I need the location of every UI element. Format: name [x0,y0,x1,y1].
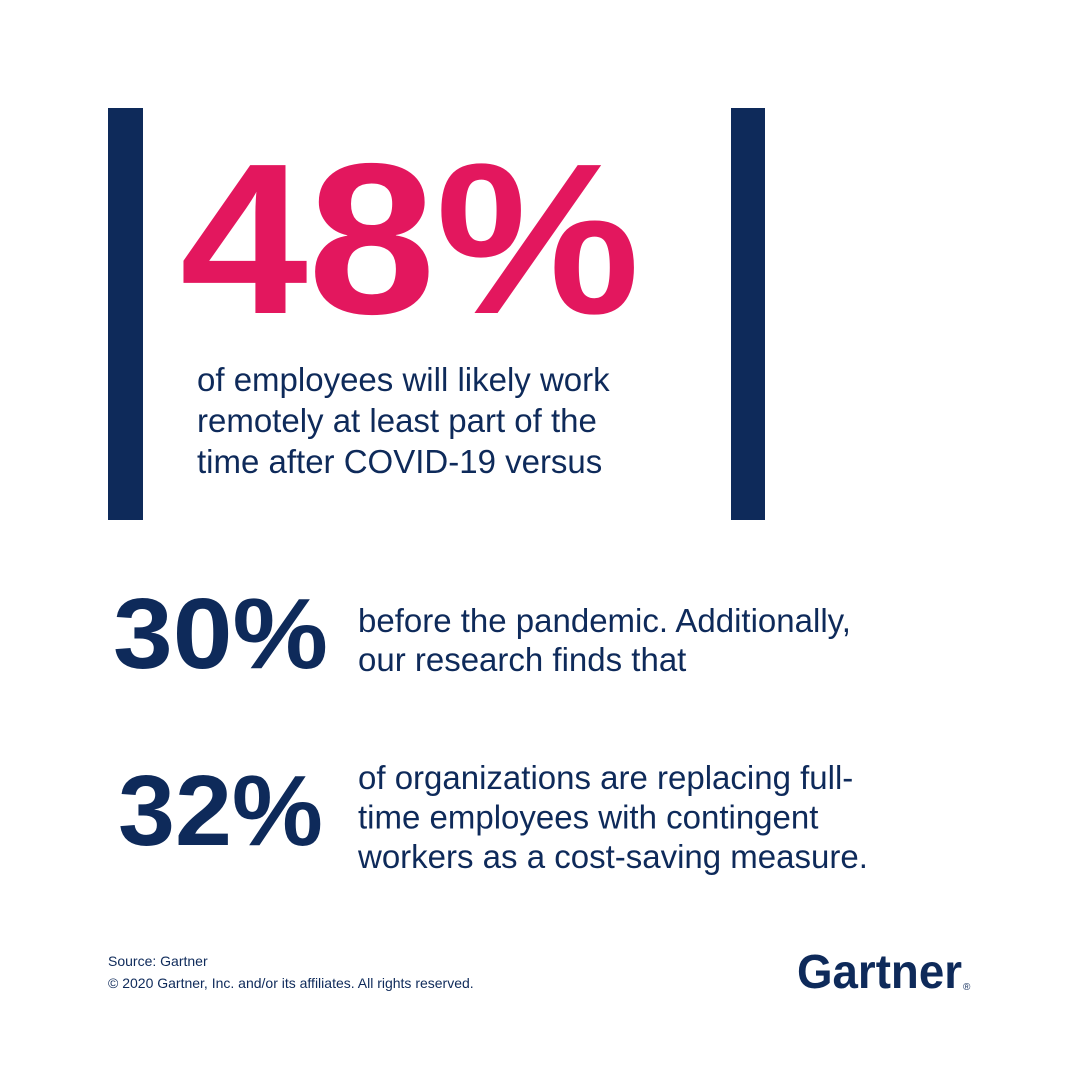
logo: Gartner [797,946,962,999]
copyright: © 2020 Gartner, Inc. and/or its affiliat… [108,975,474,991]
left-bracket [108,108,143,520]
source: Source: Gartner [108,953,208,969]
stat-value: 32% [118,755,323,867]
description-line: of employees will likely work [197,361,610,398]
logo-mark: ® [963,982,971,993]
stat-value: 30% [113,578,328,690]
description-line: time employees with contingent [358,799,818,836]
description-line: workers as a cost-saving measure. [357,838,868,875]
description-line: of organizations are replacing full- [358,759,853,796]
right-bracket [731,108,765,520]
description-line: remotely at least part of the [197,402,597,439]
headline-value: 48% [180,118,640,359]
description-line: our research finds that [358,641,686,678]
description-line: time after COVID-19 versus [197,443,602,480]
description-line: before the pandemic. Additionally, [358,602,851,639]
